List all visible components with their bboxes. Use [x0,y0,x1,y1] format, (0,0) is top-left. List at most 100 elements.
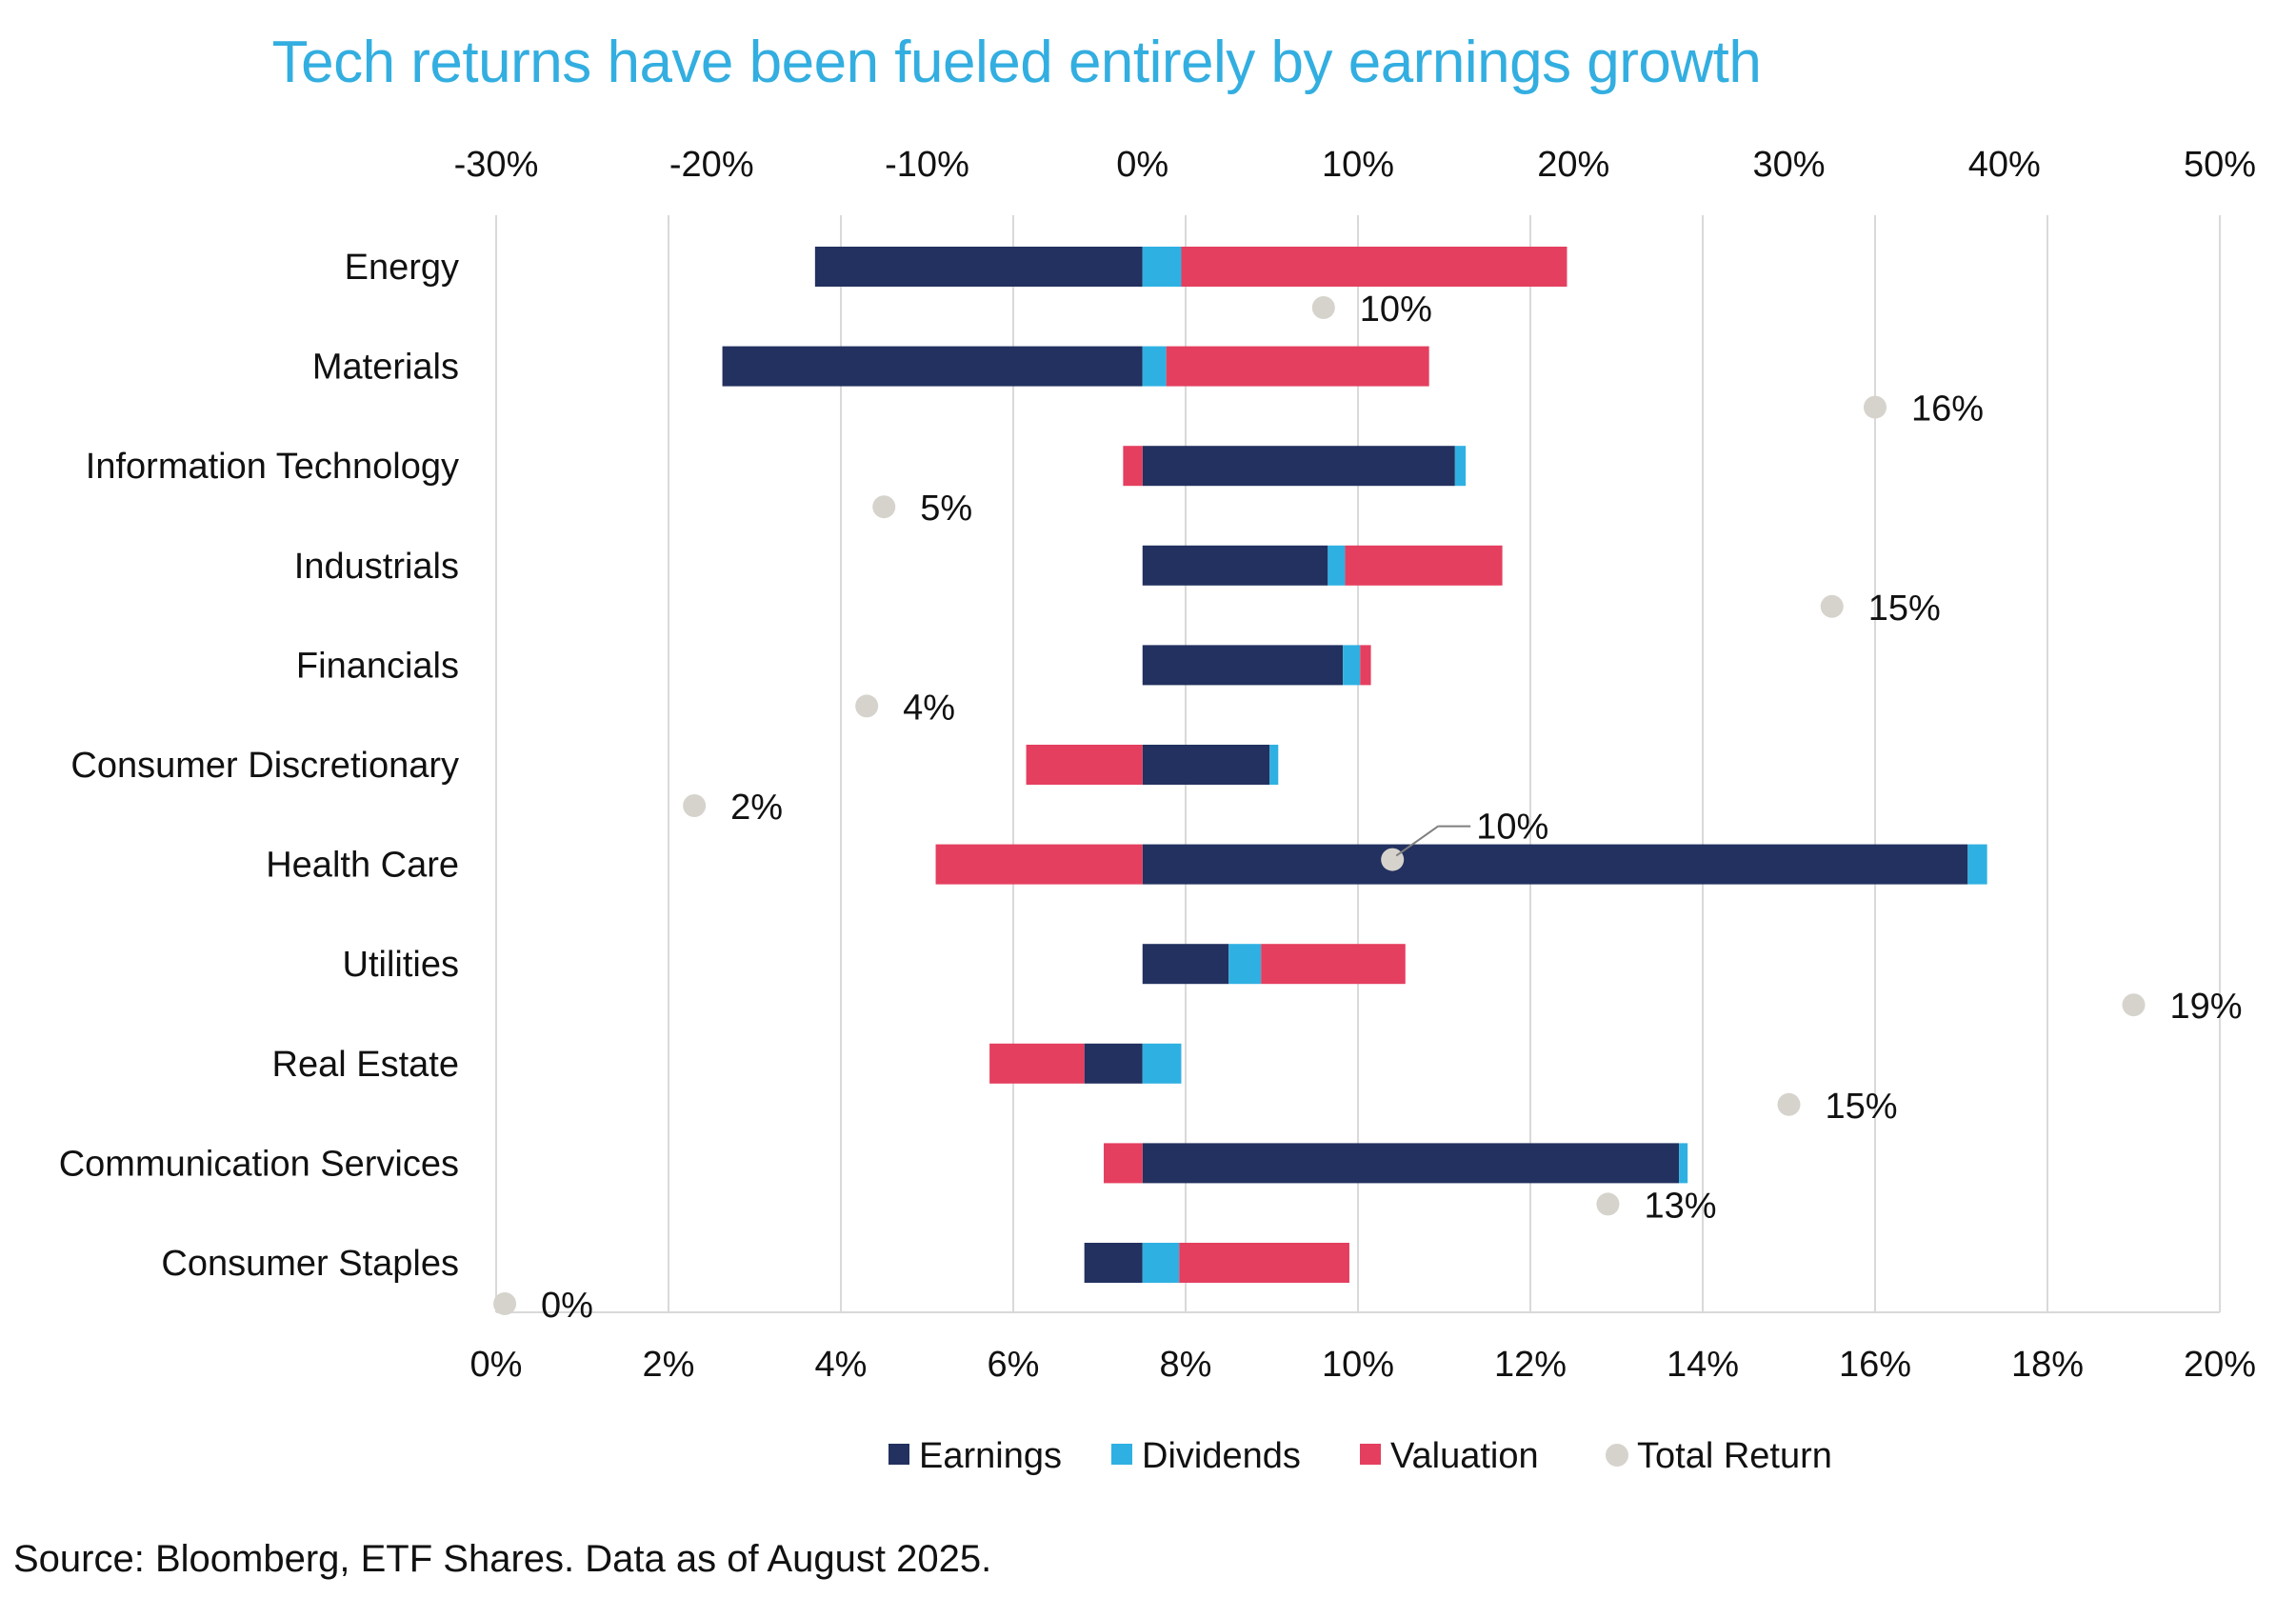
total-return-dot [855,694,879,718]
valuation-bar [1179,1243,1349,1283]
chart-title: Tech returns have been fueled entirely b… [271,30,1762,95]
total-return-dot [493,1292,517,1315]
bar-segments [722,247,1987,1283]
bottom-axis-tick-label: 16% [1839,1345,1911,1385]
valuation-bar [1026,745,1143,785]
top-axis-tick-label: 0% [1116,145,1168,185]
total-return-label: 0% [541,1286,593,1326]
earnings-bar [1084,1243,1143,1283]
total-return-label: 4% [903,688,955,728]
leader-line [1395,825,1439,857]
category-label: Utilities [343,945,459,985]
dividends-bar [1269,745,1279,785]
earnings-bar [1142,745,1270,785]
valuation-bar [1345,545,1503,586]
total-return-dot [1311,296,1335,319]
top-axis-tick-label: 10% [1322,145,1394,185]
dividends-bar [1142,1043,1182,1084]
valuation-bar [1166,346,1429,387]
category-label: Financials [296,646,459,686]
earnings-bar [1142,944,1229,985]
source-note: Source: Bloomberg, ETF Shares. Data as o… [13,1538,992,1580]
legend-valuation-swatch [1360,1444,1381,1465]
total-return-label: 2% [730,788,783,828]
category-label: Consumer Staples [161,1244,459,1284]
top-axis-tick-label: 30% [1752,145,1825,185]
valuation-bar [1181,247,1567,287]
earnings-bar [1142,446,1455,487]
legend-dividends-label: Dividends [1142,1436,1301,1476]
total-return-dot [1820,594,1844,618]
legend-total-return-label: Total Return [1637,1436,1832,1476]
total-return-markers: 10% 16% 5% 15% 4% 2% 10% 19% 15% 13% 0% [493,290,2243,1326]
top-axis-tick-label: -30% [454,145,539,185]
total-return-label: 19% [2170,987,2243,1027]
top-axis-tick-label: 50% [2184,145,2256,185]
legend-total-return-swatch [1606,1444,1628,1467]
valuation-bar [1261,944,1406,985]
legend-dividends-swatch [1111,1444,1132,1465]
dividends-bar [1343,645,1361,686]
category-label: Real Estate [272,1045,459,1085]
category-label: Materials [312,348,459,388]
dividends-bar [1228,944,1262,985]
dividends-bar [1454,446,1467,487]
earnings-bar [722,346,1143,387]
bottom-axis-tick-label: 14% [1667,1345,1739,1385]
top-axis-tick-label: 20% [1537,145,1609,185]
category-label: Industrials [294,547,459,587]
category-label: Consumer Discretionary [70,746,459,786]
valuation-bar [1360,645,1371,686]
bottom-axis-tick-label: 12% [1494,1345,1567,1385]
axis-labels: -30% -20% -10% 0% 10% 20% 30% 40% 50% 0% 2% 4% 6% 8% 1… [59,145,2256,1385]
bottom-axis-tick-label: 20% [2184,1345,2256,1385]
valuation-bar [989,1043,1085,1084]
legend-earnings-label: Earnings [919,1436,1062,1476]
dividends-bar [1967,844,1987,885]
earnings-bar [1142,1143,1680,1184]
top-axis-tick-label: 40% [1968,145,2041,185]
total-return-label: 5% [920,489,972,529]
bottom-axis-tick-label: 8% [1160,1345,1212,1385]
total-return-label: 10% [1360,290,1432,330]
total-return-label: 10% [1476,808,1548,848]
total-return-dot [1381,848,1405,871]
top-axis-tick-label: -10% [885,145,969,185]
category-label: Energy [345,248,459,288]
category-label: Information Technology [86,447,459,487]
total-return-dot [1777,1092,1801,1116]
valuation-bar [935,844,1143,885]
earnings-bar [1084,1043,1143,1084]
dividends-bar [1142,346,1167,387]
total-return-label: 13% [1644,1186,1716,1226]
bottom-axis-tick-label: 4% [815,1345,868,1385]
legend: Earnings Dividends Valuation Total Return [888,1436,1832,1476]
dividends-bar [1142,1243,1180,1283]
total-return-dot [2122,993,2146,1017]
valuation-bar [1123,446,1143,487]
bottom-axis-tick-label: 2% [643,1345,695,1385]
total-return-dot [872,495,896,519]
legend-valuation-label: Valuation [1390,1436,1539,1476]
top-axis-tick-label: -20% [669,145,754,185]
bottom-axis-tick-label: 6% [988,1345,1040,1385]
earnings-bar [1142,844,1968,885]
bottom-axis-tick-label: 18% [2011,1345,2084,1385]
bottom-axis-tick-label: 10% [1322,1345,1394,1385]
total-return-dot [1596,1192,1620,1216]
category-label: Health Care [266,846,459,886]
dividends-bar [1328,545,1346,586]
earnings-bar [814,247,1143,287]
category-label: Communication Services [59,1144,459,1184]
earnings-bar [1142,545,1328,586]
total-return-label: 15% [1868,589,1941,629]
bottom-axis-tick-label: 0% [470,1345,523,1385]
total-return-dot [683,794,707,817]
earnings-bar [1142,645,1344,686]
total-return-dot [1864,395,1887,419]
dividends-bar [1142,247,1182,287]
total-return-label: 15% [1826,1087,1898,1127]
dividends-bar [1679,1143,1688,1184]
total-return-label: 16% [1911,390,1984,429]
